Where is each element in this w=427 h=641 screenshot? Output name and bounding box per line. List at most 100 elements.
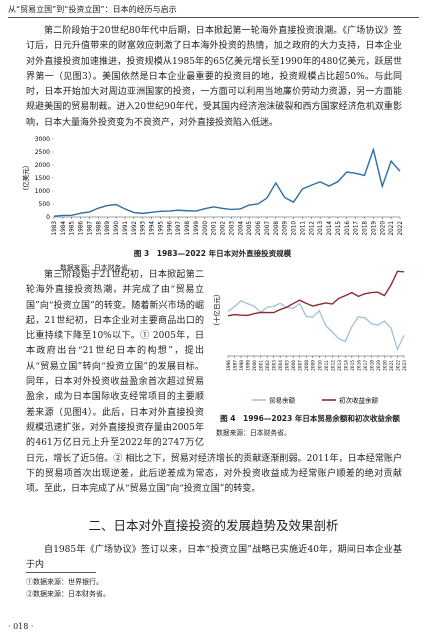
- figure: （十亿日元） 1996 1997 1998 1999 2000 2001 2002 2003 20…: [212, 258, 408, 446]
- running-header: 从“贸易立国”到“投资立国”：日本的经历与启示: [8, 4, 419, 18]
- x-tick-label: 2020: [380, 221, 386, 236]
- y-axis-label: （亿美元）: [21, 162, 30, 195]
- paragraph: 第二阶段始于20世纪80年代中后期，日本掀起第一轮海外直接投资浪潮。《广场协议》…: [26, 26, 402, 128]
- figure-source: 数据来源：日本财务省。: [60, 264, 135, 272]
- x-tick-label: 1993: [141, 221, 147, 236]
- figure-source: 数据来源：日本财务省。: [216, 429, 291, 437]
- x-tick-label: 2004: [278, 360, 284, 371]
- y-tick-label: 1000: [35, 188, 50, 195]
- paragraph: 自1985年《广场协议》签订以来，日本“投资立国”战略已实施近40年，期间日本企…: [26, 545, 402, 571]
- x-tick-label: 1995: [158, 221, 164, 236]
- x-tick-label: 2013: [337, 360, 343, 371]
- x-tick-label: 2022: [395, 360, 401, 371]
- x-tick-label: 2022: [398, 221, 404, 236]
- x-tick-label: 1984: [61, 221, 67, 236]
- x-tick-label: 2011: [324, 360, 330, 371]
- data-line: [227, 299, 405, 352]
- x-tick-label: 2003: [229, 221, 235, 236]
- x-tick-label: 2000: [252, 360, 258, 371]
- x-tick-label: 1997: [176, 221, 182, 236]
- x-tick-label: 2017: [354, 221, 360, 236]
- x-tick-label: 2004: [238, 221, 244, 236]
- x-tick-label: 1994: [150, 221, 156, 236]
- x-tick-label: 2017: [363, 360, 369, 371]
- x-tick-label: 2003: [272, 360, 278, 371]
- x-tick-label: 2010: [317, 360, 323, 371]
- x-tick-label: 2012: [330, 360, 336, 371]
- x-tick-label: 2001: [212, 221, 218, 236]
- x-tick-label: 1999: [246, 360, 252, 371]
- x-tick-label: 2005: [285, 360, 291, 371]
- text-block: （十亿日元） 1996 1997 1998 1999 2000 2001 2002 2003 20…: [26, 268, 408, 497]
- data-line: [227, 270, 405, 317]
- section-title: 二、日本对外直接投资的发展趋势及效果剖析: [88, 518, 339, 533]
- x-tick-label: 2008: [304, 360, 310, 371]
- x-tick-label: 2009: [283, 221, 289, 236]
- y-tick-label: 2500: [35, 149, 50, 156]
- x-tick-label: 1998: [185, 221, 191, 236]
- x-tick-label: 1987: [87, 221, 93, 236]
- x-tick-label: 1992: [132, 221, 138, 236]
- x-tick-label: 2021: [389, 360, 395, 371]
- x-tick-label: 2009: [311, 360, 317, 371]
- x-tick-label: 2008: [274, 221, 280, 236]
- footnote-rule: [26, 572, 96, 573]
- y-axis-label: （十亿日元）: [212, 291, 221, 330]
- chart: （十亿日元）1996 1997 1998 1999 2000 2001 2002 2003 20…: [212, 270, 408, 405]
- x-tick-label: 2014: [343, 360, 349, 371]
- x-tick-label: 2014: [327, 221, 333, 236]
- legend-label: 贸易余额: [269, 396, 296, 405]
- y-tick-label: 500: [39, 201, 51, 208]
- x-tick-label: 2013: [318, 221, 324, 236]
- x-tick-label: 2006: [256, 221, 262, 236]
- y-tick-label: 0: [46, 214, 50, 221]
- x-tick-label: 1991: [123, 221, 129, 236]
- x-tick-label: 2018: [369, 360, 375, 371]
- x-tick-label: 2016: [345, 221, 351, 236]
- x-tick-label: 2012: [309, 221, 315, 236]
- x-tick-label: 2011: [300, 221, 306, 236]
- footnote: ②数据来源：日本财务省。: [26, 590, 110, 598]
- x-tick-label: 2001: [259, 360, 265, 371]
- x-tick-label: 2015: [336, 221, 342, 236]
- y-tick-label: 3000: [35, 136, 50, 143]
- x-tick-label: 2023: [402, 360, 408, 371]
- figure-caption: 图 4 1996—2023 年日本贸易余额和初次收益余额: [220, 414, 400, 423]
- x-tick-label: 2016: [356, 360, 362, 371]
- footnotes: ①数据来源：世界银行。 ②数据来源：日本财务省。: [26, 572, 402, 600]
- y-tick-label: 2000: [35, 162, 50, 169]
- x-tick-label: 2015: [350, 360, 356, 371]
- legend-label: 初次收益余额: [339, 396, 379, 405]
- figure: （亿美元） 0 500 1000 1500 2000 2500 3000 1983 1984 198…: [20, 133, 405, 272]
- x-tick-label: 1990: [114, 221, 120, 236]
- x-tick-label: 2007: [265, 221, 271, 236]
- x-tick-label: 1998: [239, 360, 245, 371]
- x-tick-label: 1996: [167, 221, 173, 236]
- x-tick-label: 1999: [194, 221, 200, 236]
- x-tick-label: 1997: [233, 360, 239, 371]
- x-tick-label: 2005: [247, 221, 253, 236]
- x-tick-label: 2006: [291, 360, 297, 371]
- paragraph: 第三阶段始于21世纪初，日本掀起第二轮海外直接投资热潮，并完成了由“贸易立国”向…: [26, 270, 402, 495]
- x-tick-label: 2021: [389, 221, 395, 236]
- x-tick-label: 2002: [265, 360, 271, 371]
- x-tick-label: 2018: [363, 221, 369, 236]
- figure-caption: 图 3 1983—2022 年日本对外直接投资规模: [133, 249, 292, 258]
- x-tick-label: 2020: [382, 360, 388, 371]
- y-tick-label: 1500: [35, 175, 50, 182]
- x-tick-label: 2019: [371, 221, 377, 236]
- x-tick-label: 1983: [52, 221, 58, 236]
- data-line: [53, 147, 401, 217]
- x-tick-label: 2007: [298, 360, 304, 371]
- x-tick-label: 1988: [96, 221, 102, 236]
- x-tick-label: 2010: [292, 221, 298, 236]
- page-number: · 018 ·: [8, 622, 34, 631]
- x-tick-label: 2000: [203, 221, 209, 236]
- x-tick-label: 1996: [226, 360, 232, 371]
- x-tick-label: 1986: [79, 221, 85, 236]
- x-tick-label: 2002: [221, 221, 227, 236]
- x-tick-label: 1985: [70, 221, 76, 236]
- x-tick-label: 2019: [376, 360, 382, 371]
